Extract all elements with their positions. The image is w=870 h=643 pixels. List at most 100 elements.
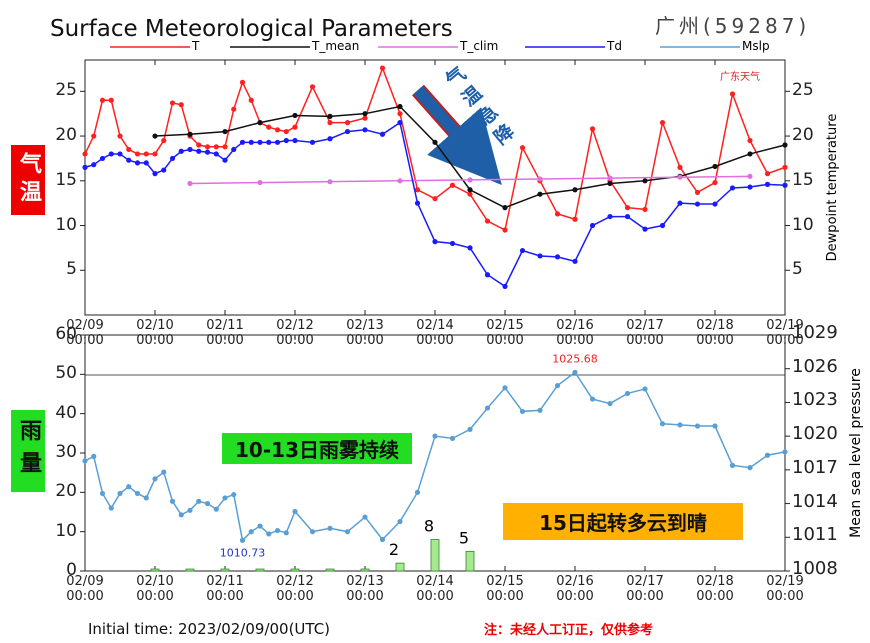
point — [747, 465, 753, 471]
point — [502, 205, 508, 211]
y2-tick-label: 1008 — [792, 558, 838, 579]
point — [502, 283, 508, 289]
point — [362, 115, 368, 121]
point — [782, 449, 788, 455]
point — [397, 120, 403, 126]
point — [712, 423, 718, 429]
point — [589, 396, 596, 402]
x-tick-label: 02/19 00:00 — [766, 318, 804, 348]
point — [379, 131, 386, 137]
point — [91, 133, 97, 139]
y2-tick-label: 1017 — [792, 456, 838, 478]
y2-tick-label: 1023 — [792, 389, 838, 411]
x-tick-label: 02/13 00:00 — [346, 574, 384, 604]
y2-tick-label: 1026 — [792, 355, 838, 377]
point — [292, 137, 298, 144]
point — [161, 469, 167, 475]
point — [764, 171, 771, 177]
y-tick-label: 10 — [55, 520, 77, 541]
y2-tick-label: 1011 — [792, 524, 838, 546]
point — [91, 162, 97, 168]
point — [248, 529, 254, 535]
point — [677, 200, 683, 206]
point — [589, 126, 596, 132]
point — [449, 240, 456, 247]
y2-tick-label: 1029 — [792, 322, 838, 343]
point — [572, 216, 578, 222]
point — [607, 400, 613, 407]
legend-label: Td — [606, 39, 622, 53]
point — [213, 506, 219, 512]
y2-tick-label: 5 — [792, 259, 803, 280]
point — [659, 421, 666, 427]
x-tick-label: 02/12 00:00 — [276, 574, 314, 604]
point — [624, 390, 631, 397]
point — [694, 189, 701, 196]
x-tick-label: 02/12 00:00 — [276, 318, 314, 348]
point — [187, 507, 193, 513]
point — [108, 505, 114, 511]
point — [747, 184, 753, 190]
x-tick-label: 02/14 00:00 — [416, 318, 454, 348]
point — [554, 211, 561, 217]
point — [782, 142, 788, 148]
bar — [220, 568, 230, 572]
point — [747, 151, 753, 157]
point — [117, 151, 123, 157]
point — [397, 103, 403, 110]
bar — [430, 539, 440, 572]
point — [729, 91, 736, 97]
x-tick-label: 02/18 00:00 — [696, 318, 734, 348]
x-tick-label: 02/13 00:00 — [346, 318, 384, 348]
point — [449, 435, 456, 441]
bar-label: 2 — [389, 540, 399, 559]
point — [126, 146, 132, 153]
x-tick-label: 02/18 00:00 — [696, 574, 734, 604]
point — [327, 179, 333, 185]
point — [283, 128, 289, 135]
point — [484, 218, 491, 224]
point — [108, 97, 114, 103]
point — [327, 136, 333, 142]
point — [231, 491, 237, 498]
point — [554, 382, 561, 389]
point — [274, 527, 281, 534]
y-tick-label: 50 — [55, 363, 77, 384]
point — [143, 160, 149, 166]
point — [117, 133, 123, 139]
point — [432, 139, 438, 145]
y2-tick-label: 10 — [792, 214, 814, 235]
fog-note: 10-13日雨雾持续 — [222, 433, 412, 464]
point — [248, 97, 254, 103]
point — [292, 508, 298, 515]
point — [161, 137, 167, 144]
point — [257, 179, 263, 186]
point — [239, 537, 246, 543]
arrow — [413, 86, 502, 185]
chart-title: Surface Meteorological Parameters — [50, 16, 453, 42]
point — [414, 187, 421, 193]
point — [239, 139, 246, 145]
y-tick-label: 60 — [55, 324, 77, 344]
point — [537, 191, 543, 197]
point — [82, 164, 88, 170]
point — [659, 222, 666, 229]
point — [169, 155, 176, 162]
point — [397, 518, 403, 525]
y-tick-label: 20 — [55, 125, 77, 146]
x-tick-label: 02/09 00:00 — [66, 574, 104, 604]
point — [537, 253, 543, 259]
point — [694, 423, 701, 429]
point — [362, 127, 368, 133]
point — [624, 213, 631, 220]
point — [747, 137, 753, 144]
y-tick-label: 0 — [66, 560, 77, 580]
point — [677, 422, 683, 428]
point — [274, 139, 281, 145]
point — [467, 191, 473, 197]
bar — [360, 568, 370, 572]
point — [196, 142, 202, 148]
y2-tick-label: 20 — [792, 125, 814, 146]
y-tick-label: 25 — [55, 80, 77, 101]
point — [204, 144, 211, 150]
